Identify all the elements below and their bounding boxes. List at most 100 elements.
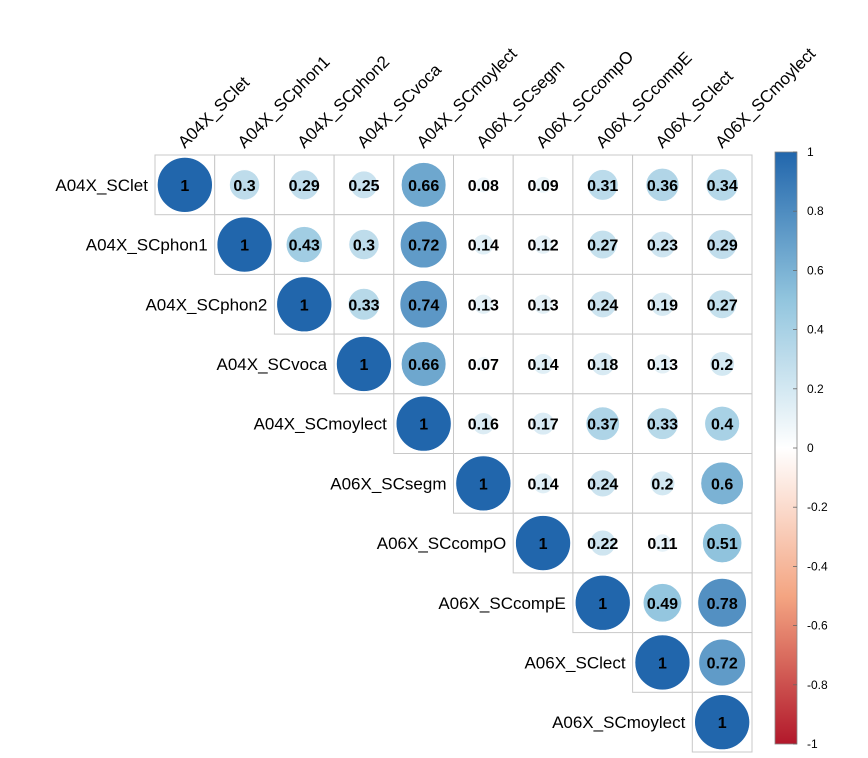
correlation-value: 1 bbox=[419, 417, 428, 434]
correlation-circle bbox=[588, 290, 617, 319]
correlation-value: 0.66 bbox=[408, 178, 439, 195]
correlation-value: 0.3 bbox=[353, 238, 375, 255]
correlation-value: 0.29 bbox=[289, 178, 320, 195]
column-label: A06X_SCmoylect bbox=[712, 44, 820, 152]
correlation-circle bbox=[588, 229, 618, 260]
correlation-value: 0.34 bbox=[707, 178, 738, 195]
correlation-circle bbox=[585, 406, 620, 441]
colorbar-tick-label: 0.4 bbox=[807, 323, 824, 337]
correlation-value: 0.25 bbox=[348, 178, 379, 195]
correlation-value: 0.2 bbox=[711, 357, 733, 374]
correlation-value: 1 bbox=[180, 178, 189, 195]
correlation-circle bbox=[285, 226, 323, 263]
correlation-value: 0.13 bbox=[468, 297, 499, 314]
correlation-circle bbox=[276, 276, 333, 333]
correlation-value: 0.19 bbox=[647, 297, 678, 314]
correlation-circle bbox=[646, 407, 679, 440]
correlation-circle bbox=[650, 291, 675, 317]
colorbar-tick-label: -0.4 bbox=[807, 559, 828, 573]
correlation-value: 0.6 bbox=[711, 476, 733, 493]
correlation-circle bbox=[634, 634, 691, 691]
row-labels: A04X_SClet A04X_SCphon1 A04X_SCphon2 A04X_S… bbox=[55, 176, 685, 732]
correlation-circle bbox=[587, 169, 619, 201]
grid-cell bbox=[632, 393, 693, 454]
correlation-circle bbox=[531, 412, 555, 436]
colorbar-tick-label: -1 bbox=[807, 737, 818, 751]
correlation-value: 0.22 bbox=[587, 536, 618, 553]
correlation-value: 0.29 bbox=[707, 238, 738, 255]
correlation-value: 0.11 bbox=[647, 536, 677, 553]
correlation-circle bbox=[704, 405, 740, 442]
correlation-circle bbox=[694, 694, 750, 750]
correlation-value: 0.24 bbox=[587, 476, 618, 493]
correlation-value: 0.13 bbox=[647, 357, 678, 374]
correlation-value: 1 bbox=[300, 297, 309, 314]
correlation-value: 1 bbox=[658, 655, 667, 672]
correlation-circle bbox=[349, 170, 378, 199]
correlation-value: 0.72 bbox=[408, 238, 439, 255]
correlation-circle bbox=[472, 233, 494, 256]
correlation-value: 1 bbox=[718, 715, 727, 732]
grid-cell bbox=[572, 154, 634, 216]
correlation-value: 0.14 bbox=[468, 238, 499, 255]
correlation-value: 0.78 bbox=[707, 596, 738, 613]
correlation-value: 0.51 bbox=[707, 536, 738, 553]
row-label: A06X_SClect bbox=[524, 653, 625, 672]
correlation-value: 0.16 bbox=[468, 417, 499, 434]
correlation-circle bbox=[395, 395, 452, 452]
correlation-value: 0.72 bbox=[707, 655, 738, 672]
row-label: A04X_SCphon2 bbox=[145, 295, 267, 314]
correlation-circle bbox=[705, 168, 739, 202]
correlation-circle bbox=[229, 169, 260, 201]
column-label: A04X_SCmoylect bbox=[413, 44, 521, 152]
correlation-circle bbox=[216, 216, 273, 273]
correlation-value: 0.09 bbox=[527, 178, 558, 195]
correlation-value: 1 bbox=[539, 536, 548, 553]
colorbar-tick-label: -0.2 bbox=[807, 500, 828, 514]
correlation-value: 0.49 bbox=[647, 596, 678, 613]
correlation-circle bbox=[533, 234, 553, 255]
correlation-value: 0.33 bbox=[647, 417, 678, 434]
correlation-circle bbox=[348, 229, 380, 260]
correlation-circle bbox=[532, 472, 554, 494]
correlation-circle bbox=[645, 168, 680, 202]
correlation-circle bbox=[702, 523, 743, 563]
correlation-circle bbox=[574, 574, 631, 631]
correlation-circle bbox=[347, 288, 381, 321]
colorbar-legend: 1 0.8 0.6 0.4 0.2 0 -0.2 -0.4 -0.6 -0.8 -1 bbox=[774, 145, 828, 751]
correlation-value: 0.33 bbox=[348, 297, 379, 314]
row-label: A06X_SCsegm bbox=[330, 474, 446, 493]
correlation-circle bbox=[475, 356, 491, 372]
row-label: A06X_SCcompE bbox=[438, 594, 566, 613]
row-label: A04X_SCphon1 bbox=[86, 236, 208, 255]
correlation-value: 0.14 bbox=[527, 357, 558, 374]
correlation-value: 0.14 bbox=[527, 476, 558, 493]
correlation-circle bbox=[700, 461, 744, 505]
correlation-value: 0.23 bbox=[647, 238, 678, 255]
correlation-circle bbox=[534, 176, 552, 194]
correlation-circle bbox=[589, 529, 616, 557]
colorbar-tick-label: 1 bbox=[807, 145, 814, 159]
correlation-circle bbox=[289, 169, 320, 200]
correlation-value: 0.37 bbox=[587, 417, 618, 434]
correlation-circle bbox=[588, 469, 617, 498]
correlation-circle bbox=[455, 455, 512, 512]
correlation-circle bbox=[472, 412, 495, 435]
colorbar-tick-label: -0.8 bbox=[807, 678, 828, 692]
correlation-value: 0.2 bbox=[651, 476, 673, 493]
correlation-circle bbox=[336, 336, 392, 392]
colorbar-tick-label: -0.6 bbox=[807, 619, 828, 633]
correlation-value: 0.18 bbox=[587, 357, 618, 374]
row-label: A06X_SCcompO bbox=[377, 534, 506, 553]
correlation-circle bbox=[532, 353, 554, 375]
correlation-value: 0.12 bbox=[527, 238, 558, 255]
correlation-circle bbox=[707, 229, 738, 260]
colorbar-tick-label: 0 bbox=[807, 441, 814, 455]
correlation-value: 1 bbox=[240, 238, 249, 255]
row-label: A06X_SCmoylect bbox=[552, 713, 686, 732]
correlation-value: 0.08 bbox=[468, 178, 499, 195]
correlation-value: 1 bbox=[479, 476, 488, 493]
correlation-value: 0.31 bbox=[587, 178, 618, 195]
